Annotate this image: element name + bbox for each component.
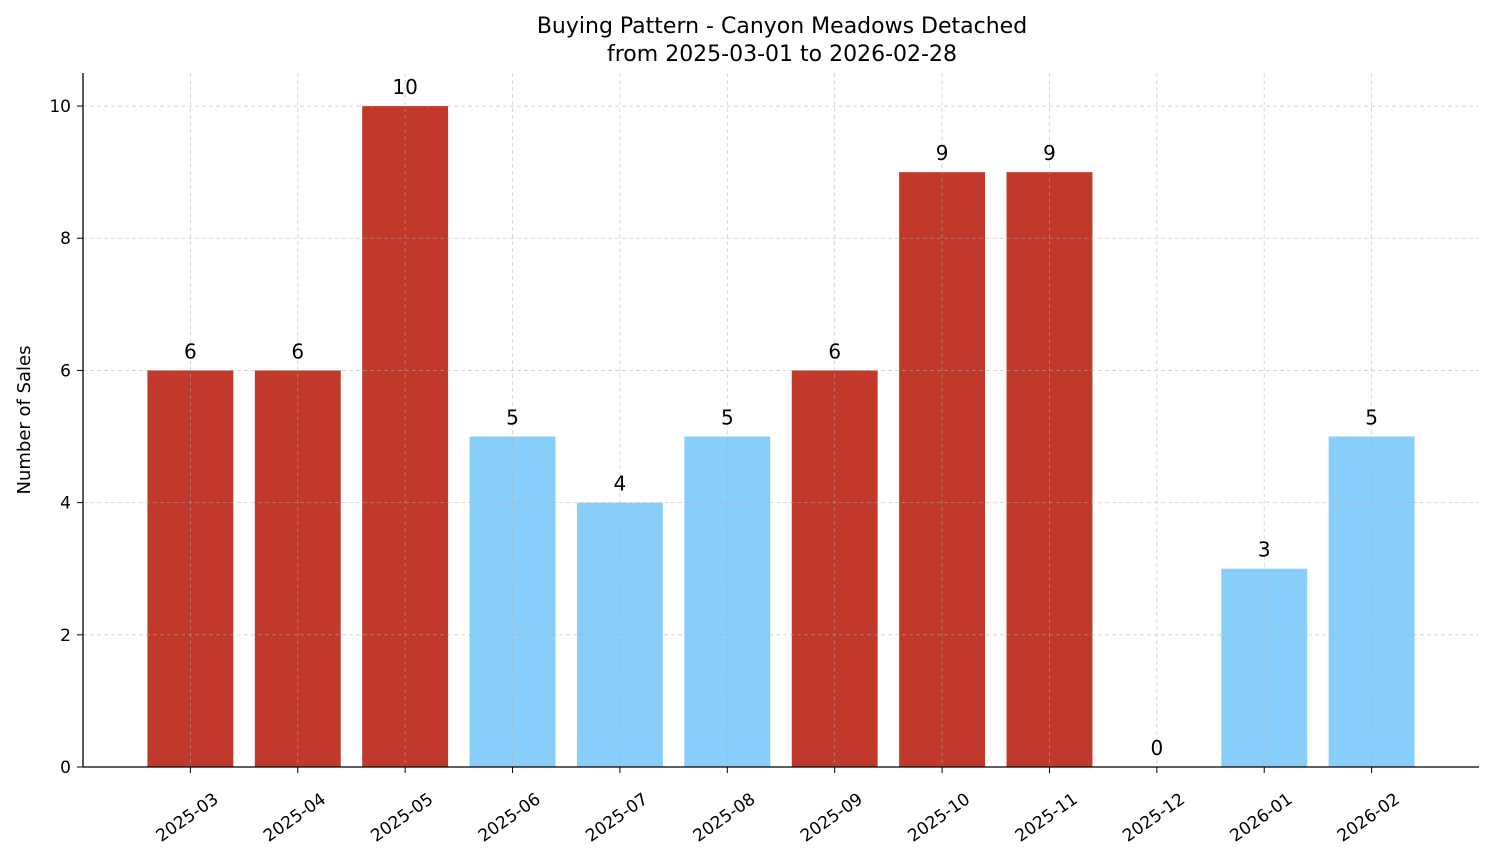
y-tick-label: 2 — [60, 626, 71, 646]
x-tick-label: 2026-02 — [1334, 789, 1404, 846]
chart-subtitle: from 2025-03-01 to 2026-02-28 — [607, 42, 957, 67]
x-tick-label: 2026-01 — [1227, 789, 1297, 846]
data-label: 6 — [828, 339, 841, 363]
data-label: 3 — [1258, 538, 1271, 562]
x-tick-label: 2025-03 — [153, 789, 223, 846]
bar-2025-05 — [362, 106, 449, 768]
bar-2025-03 — [147, 370, 234, 767]
y-tick-label: 10 — [49, 97, 71, 117]
x-tick-label: 2025-07 — [582, 789, 652, 846]
y-axis-label: Number of Sales — [14, 345, 35, 494]
x-tick-label: 2025-12 — [1119, 789, 1189, 846]
y-tick-label: 8 — [60, 229, 71, 249]
chart-title: Buying Pattern - Canyon Meadows Detached — [537, 14, 1027, 39]
x-tick-label: 2025-05 — [367, 789, 437, 846]
data-label: 4 — [614, 472, 627, 496]
data-label: 5 — [506, 406, 519, 430]
x-tick-label: 2025-08 — [690, 789, 760, 846]
x-tick-label: 2025-06 — [475, 789, 545, 846]
x-tick-label: 2025-11 — [1012, 789, 1082, 846]
y-tick-label: 0 — [60, 758, 71, 778]
x-tick-label: 2025-04 — [260, 789, 330, 846]
x-tick-label: 2025-09 — [797, 789, 867, 846]
bar-2025-09 — [791, 370, 878, 767]
data-label: 10 — [392, 75, 417, 99]
y-tick-label: 6 — [60, 361, 71, 381]
data-label: 9 — [1043, 141, 1056, 165]
data-label: 5 — [721, 406, 734, 430]
data-label: 6 — [291, 339, 304, 363]
bar-2025-04 — [254, 370, 341, 767]
data-label: 0 — [1150, 736, 1163, 760]
x-tick-label: 2025-10 — [904, 789, 974, 846]
y-tick-label: 4 — [60, 494, 71, 514]
data-label: 9 — [936, 141, 949, 165]
data-label: 5 — [1365, 406, 1378, 430]
data-label: 6 — [184, 339, 197, 363]
